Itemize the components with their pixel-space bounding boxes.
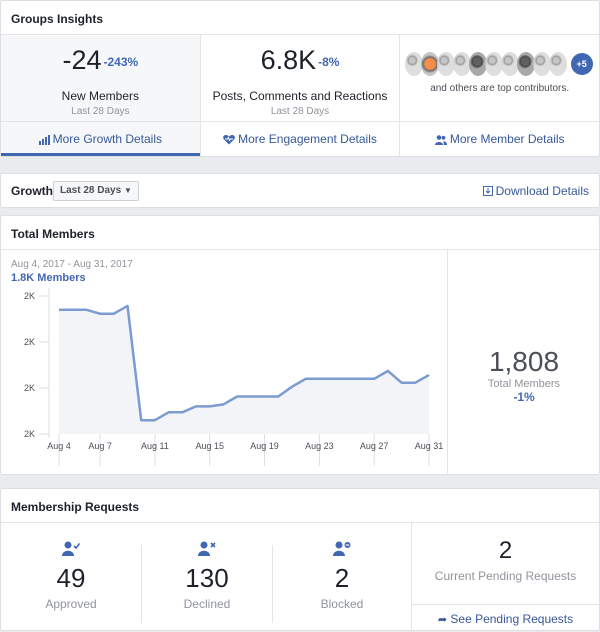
see-pending-requests-link[interactable]: ➦ See Pending Requests: [412, 604, 599, 631]
y-tick-label: 2K: [24, 337, 35, 347]
series-area: [59, 305, 429, 434]
members-line-chart: 2K 2K 2K 2K Aug 4 Aug 7 Aug 11 Aug 15 Aug 19 Aug …: [24, 288, 444, 466]
avatar[interactable]: [548, 52, 567, 76]
x-tick-label: Aug 19: [250, 441, 279, 451]
x-tick-label: Aug 31: [415, 441, 444, 451]
insights-title: Groups Insights: [1, 1, 599, 35]
more-contributors-badge[interactable]: +5: [570, 53, 593, 75]
membership-requests-card: Membership Requests 49 Approved 130 Decl…: [0, 488, 600, 631]
new-members-label: New Members: [61, 88, 140, 103]
avatar[interactable]: [420, 52, 439, 76]
declined-label: Declined: [183, 597, 231, 611]
top-contributors-avatars[interactable]: +5: [400, 49, 599, 79]
new-members-panel: -24 -243% New Members Last 28 Days More G…: [1, 35, 201, 156]
more-growth-details-link[interactable]: More Growth Details: [1, 121, 200, 156]
y-tick-label: 2K: [24, 383, 35, 393]
declined-value: 130: [185, 563, 229, 593]
engagement-label: Posts, Comments and Reactions: [212, 88, 388, 103]
person-blocked-icon: [333, 541, 351, 556]
members-chart-panel: Aug 4, 2017 - Aug 31, 2017 1.8K Members …: [1, 250, 448, 475]
x-tick-label: Aug 7: [88, 441, 112, 451]
requests-title: Membership Requests: [1, 489, 599, 523]
period-select[interactable]: Last 28 Days ▼: [53, 181, 139, 201]
approved-value: 49: [56, 563, 86, 593]
people-icon: [434, 135, 447, 145]
growth-label: Growth: [11, 184, 53, 198]
new-members-pct: -243%: [103, 54, 139, 69]
x-tick-label: Aug 23: [305, 441, 334, 451]
pending-value: 2: [498, 537, 513, 564]
growth-toolbar: Growth Last 28 Days ▼ Download Details: [0, 173, 600, 208]
x-tick-label: Aug 11: [141, 441, 169, 451]
x-tick-label: Aug 15: [195, 441, 224, 451]
engagement-panel: 6.8K -8% Posts, Comments and Reactions La…: [200, 35, 401, 156]
groups-insights-card: Groups Insights -24 -243% New Members Las…: [0, 0, 600, 157]
series-line: [59, 304, 430, 422]
y-tick-label: 2K: [24, 429, 35, 439]
heart-pulse-icon: [223, 135, 235, 145]
date-range: Aug 4, 2017 - Aug 31, 2017: [11, 259, 133, 270]
avatar[interactable]: [516, 52, 535, 76]
total-members-card: Total Members Aug 4, 2017 - Aug 31, 2017…: [0, 215, 600, 475]
contributors-text: and others are top contributors.: [430, 83, 570, 94]
total-members-title: Total Members: [1, 216, 599, 250]
caret-down-icon: ▼: [123, 186, 132, 195]
contributors-panel: +5 and others are top contributors. More…: [400, 35, 600, 156]
engagement-value: 6.8K -8%: [260, 45, 340, 75]
x-tick-label: Aug 27: [360, 441, 389, 451]
avatar[interactable]: [532, 52, 551, 76]
more-engagement-details-link[interactable]: More Engagement Details: [200, 121, 400, 156]
avatar[interactable]: [452, 52, 471, 76]
total-members-value: 1,808: [488, 346, 560, 377]
blocked-label: Blocked: [320, 597, 364, 611]
approved-label: Approved: [45, 597, 97, 611]
y-tick-label: 2K: [24, 291, 35, 301]
avatar[interactable]: [436, 52, 455, 76]
new-members-value: -24 -243%: [62, 45, 139, 75]
share-arrow-icon: ➦: [437, 614, 448, 626]
bar-chart-icon: [38, 135, 50, 145]
avatar[interactable]: [468, 52, 487, 76]
x-tick-label: Aug 4: [47, 441, 71, 451]
download-icon: [482, 186, 493, 196]
total-members-summary: 1,808 Total Members -1%: [449, 250, 599, 475]
pending-label: Current Pending Requests: [434, 569, 577, 583]
person-check-icon: [62, 541, 81, 556]
new-members-period: Last 28 Days: [71, 105, 130, 117]
person-x-icon: [198, 541, 216, 556]
blocked-stat: 2 Blocked: [273, 523, 411, 631]
download-details-link[interactable]: Download Details: [482, 184, 589, 198]
more-member-details-link[interactable]: More Member Details: [400, 121, 600, 156]
pending-requests-panel: 2 Current Pending Requests ➦ See Pending…: [411, 523, 599, 631]
total-members-label: Total Members: [487, 378, 561, 390]
avatar[interactable]: [484, 52, 503, 76]
engagement-period: Last 28 Days: [270, 105, 330, 117]
blocked-value: 2: [334, 563, 350, 593]
avatar[interactable]: [404, 52, 423, 76]
members-count-legend: 1.8K Members: [11, 272, 86, 284]
engagement-pct: -8%: [318, 54, 340, 69]
avatar[interactable]: [500, 52, 519, 76]
declined-stat: 130 Declined: [142, 523, 272, 631]
total-members-change: -1%: [513, 390, 535, 404]
approved-stat: 49 Approved: [1, 523, 141, 631]
